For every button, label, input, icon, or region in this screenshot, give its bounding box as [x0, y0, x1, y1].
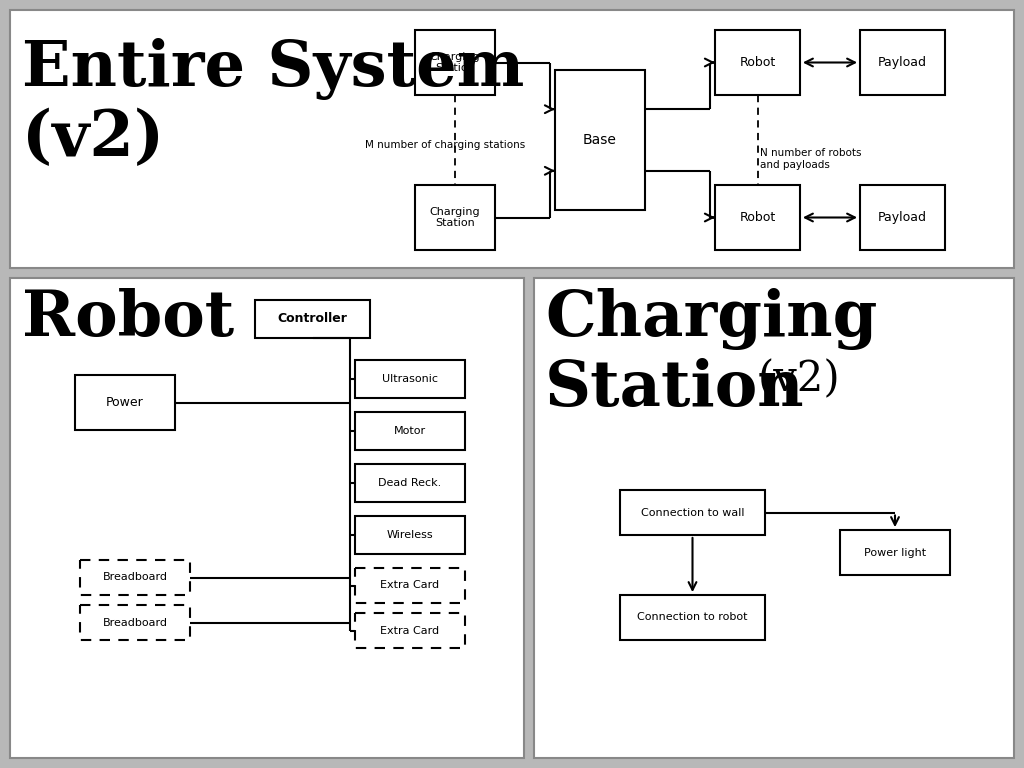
- Bar: [355, 568, 465, 603]
- Text: N number of robots
and payloads: N number of robots and payloads: [760, 148, 861, 170]
- Bar: [415, 30, 495, 95]
- Text: Robot: Robot: [22, 288, 234, 349]
- Text: Breadboard: Breadboard: [102, 572, 168, 582]
- Bar: [534, 278, 1014, 758]
- Text: Station: Station: [545, 358, 805, 419]
- Bar: [355, 360, 465, 398]
- Bar: [860, 185, 945, 250]
- Bar: [10, 10, 1014, 268]
- Bar: [715, 30, 800, 95]
- Text: M number of charging stations: M number of charging stations: [365, 140, 525, 150]
- Bar: [840, 530, 950, 575]
- Text: Payload: Payload: [878, 211, 927, 224]
- Bar: [355, 516, 465, 554]
- Text: Entire System: Entire System: [22, 38, 524, 100]
- Text: Controller: Controller: [278, 313, 347, 326]
- Text: Breadboard: Breadboard: [102, 617, 168, 627]
- Bar: [80, 605, 190, 640]
- Bar: [355, 412, 465, 450]
- Text: Charging
Station: Charging Station: [430, 207, 480, 228]
- Bar: [355, 464, 465, 502]
- Bar: [555, 70, 645, 210]
- Bar: [415, 185, 495, 250]
- Text: Connection to robot: Connection to robot: [637, 613, 748, 623]
- Text: Extra Card: Extra Card: [381, 625, 439, 635]
- Text: Charging
Station: Charging Station: [430, 51, 480, 73]
- Text: Extra Card: Extra Card: [381, 581, 439, 591]
- Text: Ultrasonic: Ultrasonic: [382, 374, 438, 384]
- Bar: [715, 185, 800, 250]
- Bar: [255, 300, 370, 338]
- Text: Connection to wall: Connection to wall: [641, 508, 744, 518]
- Text: Motor: Motor: [394, 426, 426, 436]
- Bar: [75, 375, 175, 430]
- Text: Dead Reck.: Dead Reck.: [379, 478, 441, 488]
- Text: Wireless: Wireless: [387, 530, 433, 540]
- Bar: [355, 613, 465, 648]
- Bar: [620, 490, 765, 535]
- Text: Power: Power: [106, 396, 144, 409]
- Text: Base: Base: [583, 133, 616, 147]
- Bar: [860, 30, 945, 95]
- Text: Robot: Robot: [739, 56, 775, 69]
- Bar: [620, 595, 765, 640]
- Text: (v2): (v2): [22, 108, 164, 169]
- Text: (v2): (v2): [758, 358, 841, 400]
- Text: Payload: Payload: [878, 56, 927, 69]
- Bar: [80, 560, 190, 595]
- Bar: [10, 278, 524, 758]
- Text: Charging: Charging: [545, 288, 878, 350]
- Text: Power light: Power light: [864, 548, 926, 558]
- Text: Robot: Robot: [739, 211, 775, 224]
